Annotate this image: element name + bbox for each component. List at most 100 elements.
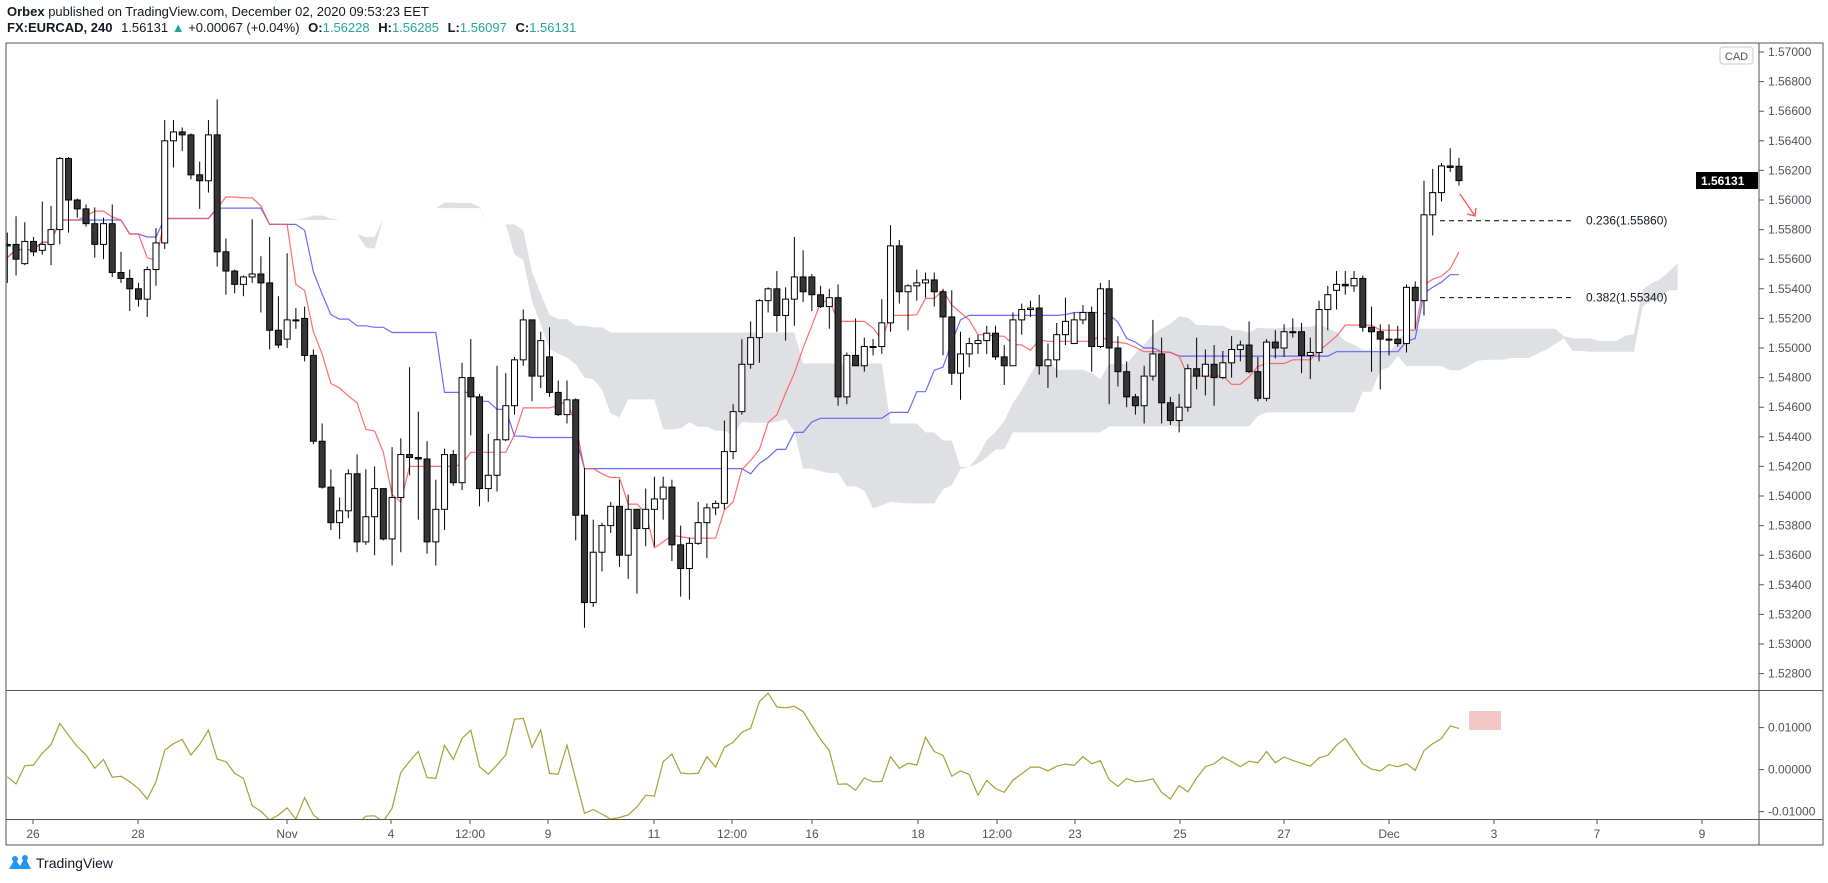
time-tick-label: 9 <box>545 827 552 841</box>
price-tick-label: 1.55600 <box>1768 252 1812 266</box>
candle-body <box>283 319 291 340</box>
candle <box>607 501 615 533</box>
candle <box>1289 318 1297 338</box>
candle-body <box>187 134 195 176</box>
candle <box>983 325 991 354</box>
candle-body <box>126 277 134 290</box>
candle-body <box>1210 363 1218 379</box>
candle-body <box>1298 331 1306 356</box>
price-tick-label: 1.54800 <box>1768 371 1812 385</box>
candle-body <box>703 507 711 524</box>
currency-badge[interactable]: CAD <box>1719 46 1754 65</box>
price-tick-label: 1.54400 <box>1768 430 1812 444</box>
oscillator-line <box>6 692 1460 819</box>
time-tick-label: 27 <box>1277 827 1291 841</box>
candle-body <box>729 411 737 453</box>
candle <box>650 476 658 547</box>
ichimoku-cloud <box>225 202 1678 509</box>
time-tick-label: 18 <box>911 827 925 841</box>
candle-body <box>1411 286 1419 302</box>
candle-body <box>143 269 151 300</box>
candle <box>1193 337 1201 390</box>
price-tick-label: 1.56000 <box>1768 193 1812 207</box>
time-tick-label: 25 <box>1173 827 1187 841</box>
candle-body <box>1455 165 1463 182</box>
oscillator-pane[interactable] <box>6 692 1501 832</box>
oscillator-tick-label: 0.00000 <box>1768 763 1812 777</box>
candle <box>134 282 142 307</box>
candle <box>196 161 204 209</box>
candle-body <box>91 223 99 245</box>
candle <box>633 508 641 594</box>
candle <box>257 256 265 313</box>
candle <box>677 525 685 597</box>
candle-body <box>773 288 781 316</box>
candle <box>344 469 352 519</box>
candle <box>318 423 326 489</box>
candle-body <box>30 240 38 253</box>
candle <box>895 239 903 304</box>
candle <box>56 157 64 245</box>
price-pane[interactable]: 0.236(1.55860) 0.382(1.55340) <box>4 99 1678 628</box>
candle <box>1350 271 1358 292</box>
time-tick-label: 16 <box>805 827 819 841</box>
candle <box>73 198 81 218</box>
candle <box>1158 337 1166 424</box>
chart-frame <box>5 42 1824 846</box>
candle-body <box>38 243 46 251</box>
time-tick-label: 4 <box>388 827 395 841</box>
symbol-name[interactable]: FX:EURCAD, 240 <box>7 20 113 35</box>
candle <box>1009 312 1017 367</box>
author-name[interactable]: Orbex <box>7 4 45 19</box>
candle-body <box>887 245 895 324</box>
candle <box>169 120 177 168</box>
candle <box>1245 321 1253 374</box>
candle <box>1385 324 1393 356</box>
candle-body <box>922 279 930 284</box>
candle-body <box>117 272 125 279</box>
candle <box>30 237 38 257</box>
candle-body <box>1236 344 1244 350</box>
candle <box>467 339 475 436</box>
candle-body <box>1158 353 1166 404</box>
candle-body <box>441 454 449 510</box>
price-tick-label: 1.56400 <box>1768 134 1812 148</box>
candle-body <box>1114 347 1122 373</box>
candle <box>1455 157 1463 186</box>
candle <box>1053 322 1061 378</box>
time-tick-label: 9 <box>1699 827 1706 841</box>
candle-body <box>47 229 55 245</box>
candle <box>930 272 938 307</box>
arrow-head-icon <box>1466 207 1477 217</box>
candle-body <box>1035 307 1043 367</box>
oscillator-axis[interactable]: 0.01000 0.00000 -0.01000 <box>1759 721 1816 819</box>
candle <box>99 217 107 260</box>
tradingview-logo[interactable]: TradingView <box>8 855 113 871</box>
candle <box>878 299 886 354</box>
candle-body <box>895 245 903 293</box>
candle-body <box>1105 288 1113 349</box>
candle <box>519 309 527 366</box>
time-axis[interactable]: 26 28 Nov 4 12:00 9 11 12:00 16 18 12:00 23 25 27 Dec 3… <box>26 820 1706 841</box>
time-tick-label: Dec <box>1378 827 1399 841</box>
low-value: 1.56097 <box>459 20 507 35</box>
candle-body <box>1254 371 1262 399</box>
price-axis[interactable]: 1.57000 1.56800 1.56600 1.56400 1.56200 1.560… <box>1759 45 1812 681</box>
candle <box>1376 324 1384 390</box>
candle-body <box>222 251 230 272</box>
fib-level-label: 0.382(1.55340) <box>1586 291 1667 305</box>
candle <box>1018 303 1026 335</box>
candle-body <box>668 486 676 546</box>
candle <box>82 204 90 227</box>
candle <box>825 288 833 329</box>
candle <box>108 204 116 277</box>
candle <box>1298 322 1306 374</box>
candle-body <box>808 276 816 296</box>
candle-body <box>677 544 685 570</box>
candle <box>1263 339 1271 402</box>
price-tick-label: 1.53200 <box>1768 607 1812 621</box>
candle <box>38 201 46 255</box>
candle <box>1420 180 1428 316</box>
candle-body <box>659 486 667 500</box>
